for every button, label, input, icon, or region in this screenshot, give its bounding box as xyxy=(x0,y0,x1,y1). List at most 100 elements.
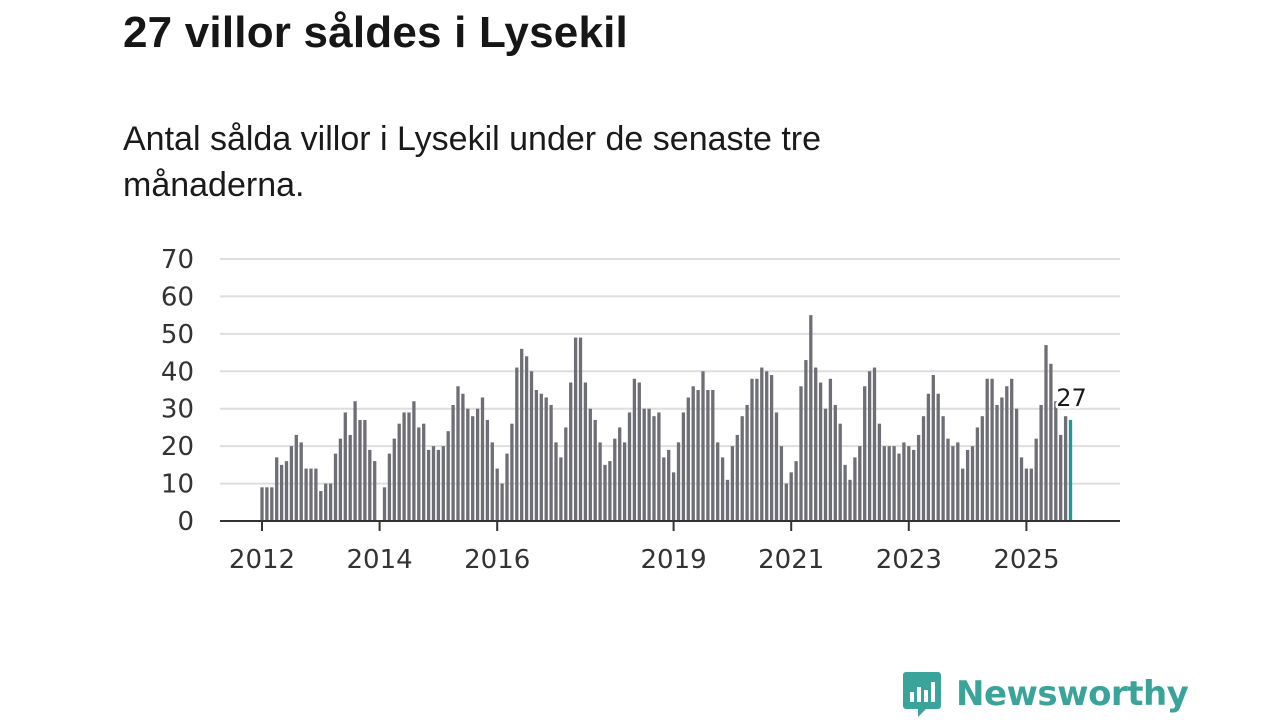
y-tick-label: 60 xyxy=(161,282,194,312)
bar xyxy=(265,487,269,521)
bar xyxy=(520,348,524,521)
bar xyxy=(324,483,328,521)
y-tick-label: 20 xyxy=(161,432,194,462)
bar xyxy=(990,378,994,521)
bar xyxy=(593,419,597,521)
bar xyxy=(637,382,641,521)
y-tick-label: 0 xyxy=(177,507,194,537)
bar xyxy=(343,412,347,521)
bar xyxy=(397,423,401,521)
brand-name: Newsworthy xyxy=(956,674,1189,714)
bar xyxy=(559,457,563,521)
bar xyxy=(907,446,911,521)
chart-subtitle: Antal sålda villor i Lysekil under de se… xyxy=(123,120,821,204)
bar xyxy=(353,401,357,521)
bar xyxy=(451,404,455,521)
bar xyxy=(578,337,583,521)
bar xyxy=(304,468,308,521)
bar xyxy=(598,442,602,521)
x-tick-label: 2016 xyxy=(464,545,530,575)
bar xyxy=(328,483,333,521)
bar xyxy=(936,393,940,521)
bar xyxy=(980,416,984,521)
bar xyxy=(686,397,690,521)
bar xyxy=(877,423,882,521)
bar xyxy=(446,431,450,521)
bar xyxy=(348,434,352,521)
bar xyxy=(461,393,465,521)
x-tick-label: 2012 xyxy=(229,545,295,575)
bar xyxy=(524,356,529,521)
bar xyxy=(843,464,847,521)
bar xyxy=(642,408,646,521)
bar xyxy=(549,404,553,521)
bar xyxy=(681,412,686,521)
bar xyxy=(1014,408,1019,521)
bar xyxy=(382,487,387,521)
bar xyxy=(916,434,921,521)
bar xyxy=(921,416,926,521)
bar xyxy=(490,442,494,521)
bar xyxy=(358,419,362,521)
bar xyxy=(951,446,955,521)
bar xyxy=(863,386,867,521)
bar xyxy=(701,371,705,521)
bar xyxy=(363,419,367,521)
bar xyxy=(275,457,279,521)
bar xyxy=(485,419,490,521)
bar xyxy=(975,427,980,521)
bar xyxy=(750,378,754,521)
x-tick-label: 2025 xyxy=(993,545,1059,575)
bar xyxy=(417,427,421,521)
bar xyxy=(314,468,318,521)
bar xyxy=(765,371,769,521)
bar xyxy=(270,487,274,521)
chart-title: 27 villor såldes i Lysekil xyxy=(123,8,628,57)
bar xyxy=(667,449,671,521)
bar xyxy=(529,371,534,521)
bar xyxy=(1029,468,1033,521)
bar xyxy=(965,449,970,521)
bar xyxy=(309,468,313,521)
bar xyxy=(735,434,739,521)
bar xyxy=(887,446,891,521)
bar xyxy=(946,438,950,521)
bar xyxy=(510,423,514,521)
newsworthy-logo-icon xyxy=(903,672,941,717)
bar xyxy=(897,453,901,521)
bar xyxy=(1034,438,1038,521)
bar xyxy=(466,408,470,521)
bar xyxy=(995,404,999,521)
bar xyxy=(426,449,431,521)
bar xyxy=(961,468,965,521)
bar xyxy=(716,442,720,521)
bar xyxy=(544,397,548,521)
x-tick-label: 2019 xyxy=(641,545,707,575)
bar xyxy=(554,442,558,521)
bar xyxy=(926,393,931,521)
bar xyxy=(368,449,372,521)
bar xyxy=(608,461,612,521)
bar xyxy=(867,371,872,521)
x-axis-labels: 2012 2014 2016 2019 2021 2023 2025 xyxy=(229,545,1060,575)
bar xyxy=(279,464,284,521)
bar xyxy=(569,382,573,521)
newsworthy-brand: Newsworthy xyxy=(902,670,1189,718)
y-tick-label: 70 xyxy=(161,245,194,275)
y-tick-label: 30 xyxy=(161,395,194,425)
bar xyxy=(627,412,632,521)
bar xyxy=(456,386,460,521)
bar xyxy=(799,386,803,521)
bar xyxy=(436,449,441,521)
bar xyxy=(671,472,676,521)
bar xyxy=(711,390,715,521)
bar xyxy=(495,468,499,521)
bar xyxy=(480,397,485,521)
bar xyxy=(1039,404,1043,521)
bar xyxy=(260,487,264,521)
bar xyxy=(373,461,377,521)
bar xyxy=(1024,468,1029,521)
bar xyxy=(539,393,543,521)
bar xyxy=(814,367,818,521)
y-axis-labels: 0 10 20 30 40 50 60 70 xyxy=(161,245,194,537)
